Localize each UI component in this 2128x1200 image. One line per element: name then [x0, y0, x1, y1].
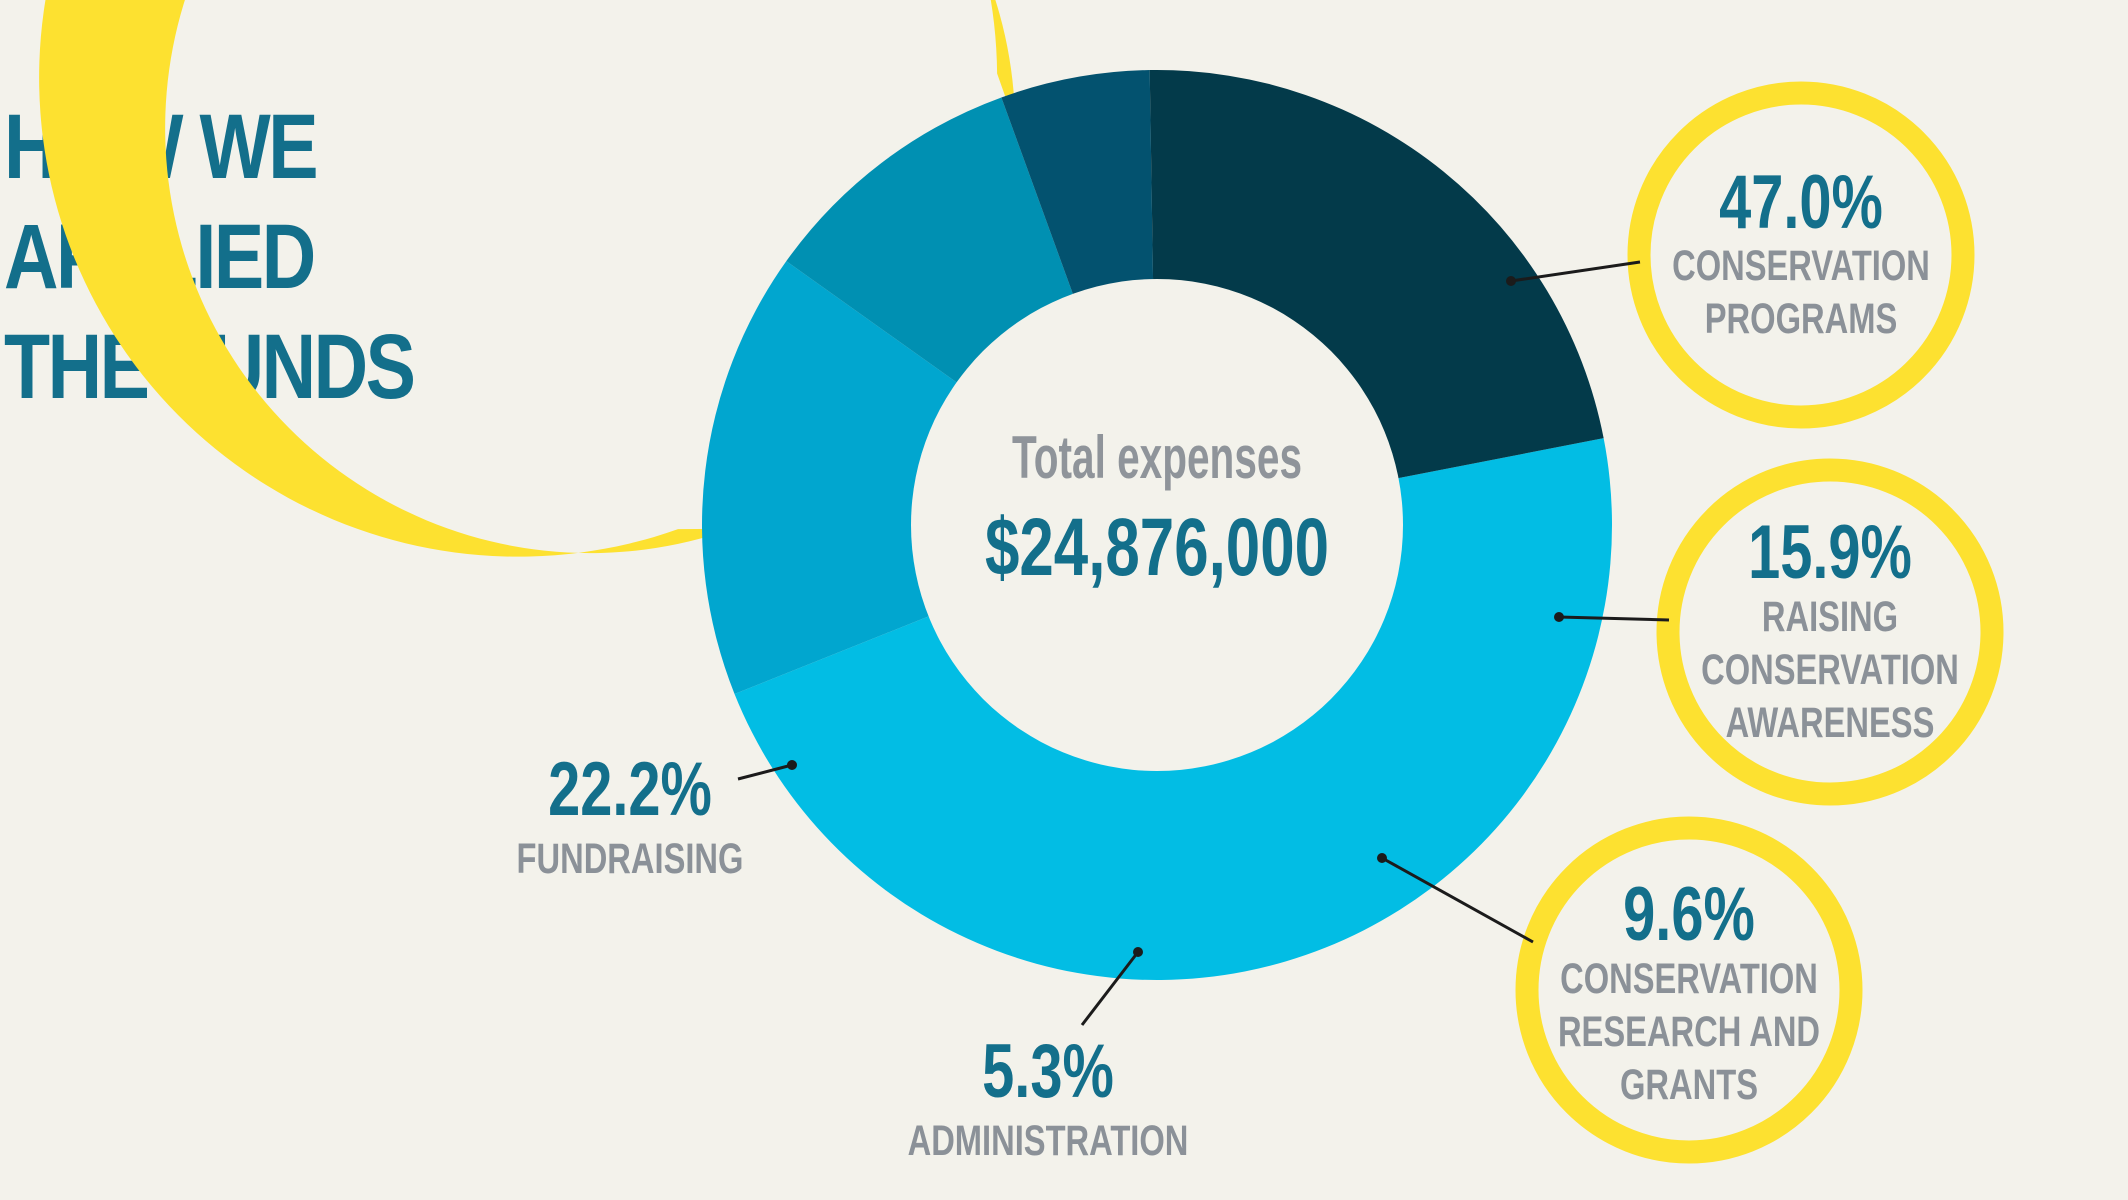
slice-value-label-fundraising: 22.2%: [548, 747, 712, 832]
total-expenses-label: Total expenses: [1012, 424, 1302, 491]
donut-slice-raising-conservation-awareness: [702, 261, 965, 694]
slice-category-label-raising-conservation-awareness: CONSERVATION: [1701, 646, 1959, 694]
slice-category-label-conservation-research-and-grants: RESEARCH AND: [1558, 1008, 1820, 1056]
leader-line-conservation-programs: [1510, 260, 1641, 283]
slice-category-label-conservation-research-and-grants: GRANTS: [1620, 1061, 1758, 1109]
leader-line-fundraising: [737, 763, 793, 781]
leader-dot-conservation-programs: [1506, 276, 1516, 286]
slice-category-label-raising-conservation-awareness: AWARENESS: [1726, 699, 1935, 747]
slice-category-label-fundraising: FUNDRAISING: [517, 835, 744, 883]
callout-conservation-programs: 47.0%CONSERVATION PROGRAMS: [1506, 81, 1975, 429]
callout-fundraising: 22.2%FUNDRAISING: [517, 747, 797, 883]
donut-slice-conservation-research-and-grants: [786, 97, 1077, 389]
leader-line-raising-conservation-awareness: [1558, 615, 1670, 622]
slice-value-label-raising-conservation-awareness: 15.9%: [1748, 510, 1912, 595]
slice-value-label-conservation-programs: 47.0%: [1719, 160, 1883, 245]
leader-dot-conservation-research-and-grants: [1377, 853, 1387, 863]
leader-dot-fundraising: [787, 760, 797, 770]
slice-category-label-conservation-programs: CONSERVATION: [1672, 242, 1930, 290]
slice-category-label-conservation-research-and-grants: CONSERVATION: [1560, 955, 1818, 1003]
leader-dot-administration: [1133, 947, 1143, 957]
callout-conservation-research-and-grants: 9.6%CONSERVATION RESEARCH AND GRANTS: [1377, 816, 1863, 1164]
donut-slice-fundraising: [1149, 70, 1604, 480]
donut-center-hole: [911, 279, 1403, 771]
callout-ring-conservation-programs: [1627, 81, 1975, 429]
yellow-band-arc: [39, 0, 1016, 557]
callout-administration: 5.3%ADMINISTRATION: [908, 947, 1189, 1165]
total-expenses-value: $24,876,000: [985, 502, 1329, 593]
slice-category-label-administration: ADMINISTRATION: [908, 1117, 1189, 1165]
donut-slice-administration: [1001, 70, 1154, 304]
callout-ring-raising-conservation-awareness: [1656, 458, 2004, 806]
leader-line-conservation-research-and-grants: [1381, 856, 1534, 944]
slice-value-label-administration: 5.3%: [982, 1029, 1114, 1114]
leader-line-administration: [1080, 951, 1140, 1026]
slice-category-label-conservation-programs: PROGRAMS: [1705, 295, 1898, 343]
slice-category-label-raising-conservation-awareness: RAISING: [1762, 593, 1898, 641]
slice-value-label-conservation-research-and-grants: 9.6%: [1623, 872, 1755, 957]
leader-dot-raising-conservation-awareness: [1554, 612, 1564, 622]
callout-raising-conservation-awareness: 15.9%RAISING CONSERVATION AWARENESS: [1554, 458, 2004, 806]
slice-callouts: 47.0%CONSERVATIONPROGRAMS15.9%RAISINGCON…: [517, 81, 2004, 1165]
yellow-accent-arc: [39, 0, 1016, 557]
callout-ring-conservation-research-and-grants: [1515, 816, 1863, 1164]
